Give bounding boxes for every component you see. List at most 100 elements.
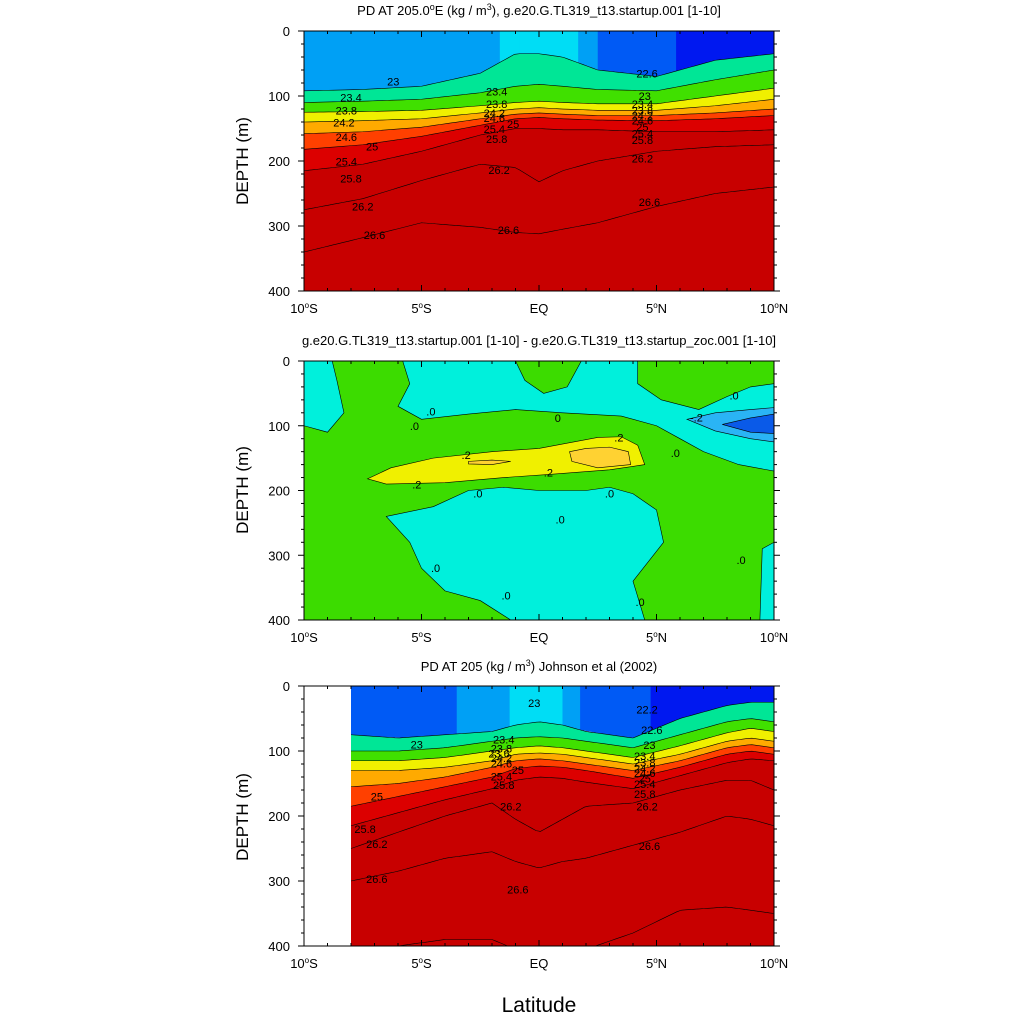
x-tick-label: 5oS xyxy=(411,956,432,971)
contour-label: .2 xyxy=(544,467,553,479)
contour-band xyxy=(558,31,579,63)
contour-label: 25.4 xyxy=(484,124,505,136)
panel-middle-plot: .0 .0 0 .0 -.2 .2 .2 .2 .2 .0 .0 .0 .0 .0 .0 .0 .0 10oS 5o… xyxy=(268,354,788,645)
contour-label: 26.2 xyxy=(636,801,657,813)
y-tick-label: 100 xyxy=(268,89,290,104)
contour-label: 23 xyxy=(528,698,540,710)
contour-region xyxy=(722,413,774,434)
contour-label: 23 xyxy=(643,740,655,752)
contour-band xyxy=(460,31,481,78)
contour-label: 23.8 xyxy=(632,105,653,117)
contour-label: .0 xyxy=(410,421,419,433)
figure-xlabel: Latitude xyxy=(502,994,577,1017)
contour-label: .0 xyxy=(635,597,644,609)
contour-label: 26.2 xyxy=(352,202,373,214)
contour-band xyxy=(403,686,423,738)
contour-line xyxy=(351,728,774,762)
contour-label: .0 xyxy=(431,563,440,575)
y-tick-label: 200 xyxy=(268,154,290,169)
contour-label: 26.6 xyxy=(639,197,660,209)
contour-line xyxy=(351,737,774,771)
contour-region xyxy=(304,361,345,433)
contour-label: 25.8 xyxy=(634,789,655,801)
contour-band xyxy=(351,816,774,946)
contour-label: 26.2 xyxy=(500,801,521,813)
contour-band xyxy=(650,686,669,731)
x-tick-label: 10oN xyxy=(760,630,788,645)
x-tick-label: 10oN xyxy=(760,301,788,316)
y-tick-label: 300 xyxy=(268,548,290,563)
contour-label: 25.4 xyxy=(632,129,653,141)
contour-band xyxy=(386,686,405,738)
y-tick-label: 300 xyxy=(268,874,290,889)
contour-line xyxy=(350,701,774,739)
contour-label: .0 xyxy=(737,555,746,567)
contour-label: 25.8 xyxy=(486,134,507,146)
contour-label: 23.8 xyxy=(491,743,512,755)
contour-label: 23.4 xyxy=(493,734,514,746)
x-tick-label: 5oN xyxy=(646,301,667,316)
contour-band xyxy=(703,686,722,712)
contour-label: 23.6 xyxy=(488,749,509,761)
contour-band xyxy=(617,31,638,75)
contour-label: -.2 xyxy=(690,412,703,424)
contour-field xyxy=(304,361,774,620)
x-tick-label: 10oS xyxy=(290,301,318,316)
contour-band xyxy=(456,686,475,734)
contour-band xyxy=(756,686,774,703)
x-tick-label: EQ xyxy=(530,956,549,971)
contour-label: 26.6 xyxy=(507,884,528,896)
contour-band xyxy=(368,686,387,738)
contour-line xyxy=(350,750,774,807)
contour-band xyxy=(668,686,687,724)
contour-band xyxy=(509,686,528,727)
panel-bottom-title: PD AT 205 (kg / m3) Johnson et al (2002) xyxy=(421,658,658,674)
contour-label: 24.6 xyxy=(632,116,653,128)
panel-bottom: PD AT 205 (kg / m3) Johnson et al (2002)… xyxy=(233,658,788,971)
contour-band xyxy=(685,686,705,717)
contour-band xyxy=(474,686,493,733)
contour-label: .0 xyxy=(426,407,435,419)
contour-label: 23.4 xyxy=(634,751,655,763)
y-tick-label: 0 xyxy=(283,354,290,369)
contour-band xyxy=(562,686,581,730)
x-tick-label: 10oS xyxy=(290,956,318,971)
contour-band xyxy=(544,686,564,725)
contour-line xyxy=(304,53,774,92)
contour-label: 24.6 xyxy=(634,768,655,780)
contour-label: 26.6 xyxy=(498,225,519,237)
contour-region xyxy=(759,541,774,620)
contour-line xyxy=(350,816,774,882)
contour-band xyxy=(398,907,774,946)
contour-label: 25 xyxy=(371,792,383,804)
contour-line xyxy=(350,779,774,849)
contour-label: 25 xyxy=(507,119,519,131)
contour-label: 25 xyxy=(639,773,651,785)
contour-band xyxy=(715,31,736,61)
contour-band xyxy=(382,31,403,89)
contour-label: 25.8 xyxy=(340,174,361,186)
contour-line xyxy=(304,115,774,150)
contour-label: 25.4 xyxy=(634,779,655,791)
contour-band xyxy=(695,31,716,66)
contour-band xyxy=(323,31,344,91)
x-tick-label: 10oN xyxy=(760,956,788,971)
contour-field xyxy=(350,686,774,946)
contour-band xyxy=(351,686,370,736)
contour-label: 24.2 xyxy=(333,118,354,130)
contour-band xyxy=(351,702,774,751)
contour-label: 24.2 xyxy=(634,764,655,776)
contour-band xyxy=(304,70,774,113)
contour-line xyxy=(304,69,774,103)
contour-band xyxy=(492,686,511,732)
contour-band xyxy=(351,738,774,787)
contour-band xyxy=(421,31,442,87)
contour-label: 23 xyxy=(639,91,651,103)
contour-band xyxy=(304,144,774,252)
contour-band xyxy=(304,128,774,210)
x-tick-label: EQ xyxy=(530,630,549,645)
contour-label: 24.6 xyxy=(491,758,512,770)
contour-band xyxy=(597,31,618,73)
